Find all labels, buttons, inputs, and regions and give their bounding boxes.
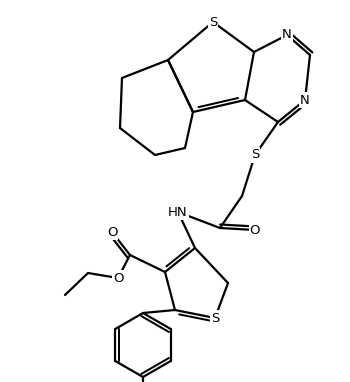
Text: S: S	[209, 16, 217, 29]
Text: O: O	[113, 272, 123, 285]
Text: HN: HN	[168, 206, 188, 219]
Text: S: S	[211, 311, 219, 324]
Text: N: N	[300, 94, 310, 107]
Text: S: S	[251, 149, 259, 162]
Text: O: O	[250, 223, 260, 236]
Text: N: N	[282, 29, 292, 42]
Text: O: O	[107, 225, 117, 238]
